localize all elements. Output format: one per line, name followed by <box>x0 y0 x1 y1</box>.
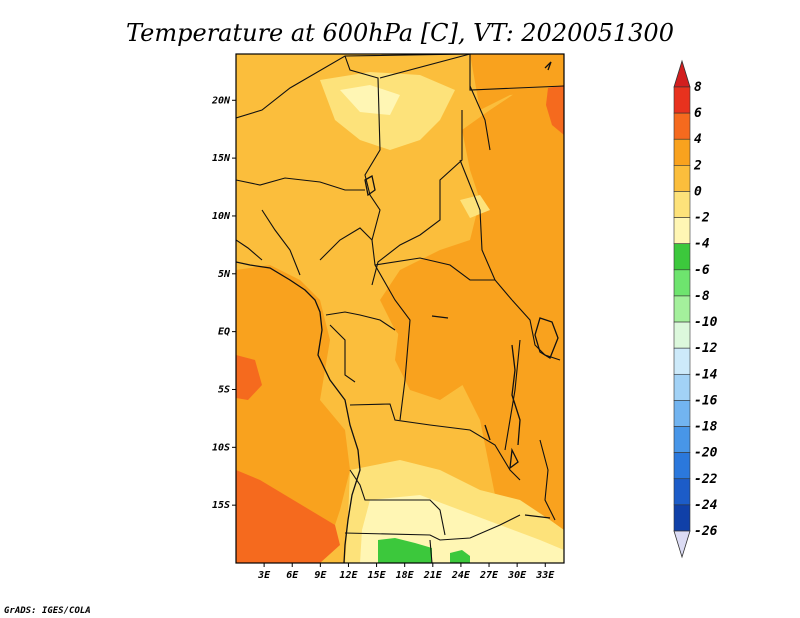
colorbar-label: -14 <box>694 367 718 382</box>
grads-credit: GrADS: IGES/COLA <box>4 606 91 616</box>
colorbar-box <box>673 400 691 427</box>
field-region-m6-m4-patch-2 <box>450 550 470 563</box>
colorbar-box <box>673 243 691 271</box>
field-region-2-4-central <box>395 285 480 400</box>
colorbar-label: -24 <box>694 498 718 513</box>
colorbar-box <box>673 269 691 297</box>
chart-title: Temperature at 600hPa [C], VT: 202005130… <box>126 19 674 47</box>
colorbar-box <box>673 452 691 480</box>
colorbar-label: -10 <box>694 315 718 330</box>
country-borders <box>236 54 564 563</box>
colorbar-label: -6 <box>694 263 710 278</box>
colorbar-box <box>673 504 691 532</box>
coastlines <box>236 61 559 563</box>
map-frame <box>235 53 565 564</box>
colorbar-top-arrow <box>673 59 691 88</box>
y-tick-label: 5S <box>218 384 230 395</box>
temperature-map <box>236 54 564 563</box>
colorbar-label: 0 <box>694 184 702 199</box>
field-region-2-4-north <box>470 54 564 110</box>
colorbar-label: -18 <box>694 420 718 435</box>
x-tick-label: 21E <box>423 570 443 581</box>
field-region-m2-0-small <box>460 195 490 218</box>
colorbar-box <box>673 138 691 166</box>
colorbar-label: -2 <box>694 211 710 226</box>
colorbar-label: -8 <box>694 289 710 304</box>
y-axis: 20N 15N 10N 5N EQ 5S 10S 15S <box>211 95 236 511</box>
x-tick-label: 30E <box>507 570 527 581</box>
field-region-m6-m4-patch <box>378 538 432 563</box>
field-region-4-6-west-mid <box>236 355 262 400</box>
colorbar-label: 6 <box>694 106 702 121</box>
colorbar-label: 2 <box>693 158 702 173</box>
x-tick-label: 3E <box>257 570 271 581</box>
colorbar-box <box>673 426 691 453</box>
y-tick-label: 20N <box>211 95 231 106</box>
x-tick-label: 33E <box>535 570 555 581</box>
colorbar: 8 6 4 2 0 -2 -4 -6 -8 -10 -12 -14 -16 -18 -20 -22 -24 -26 <box>673 59 718 559</box>
colorbar-label: -16 <box>694 393 718 408</box>
colorbar-box <box>673 112 691 140</box>
colorbar-box <box>673 321 691 349</box>
x-axis: 3E 6E 9E 12E 15E 18E 21E 24E 27E 30E 33E <box>257 563 555 581</box>
y-tick-label: 10N <box>212 211 231 222</box>
y-tick-label: 5N <box>218 269 231 280</box>
colorbar-box <box>673 295 691 323</box>
y-tick-label: EQ <box>218 327 230 338</box>
field-region-m4-m2-north <box>340 85 400 115</box>
field-region-4-6-ne <box>546 85 564 135</box>
colorbar-label: -12 <box>694 341 718 356</box>
colorbar-box <box>673 217 691 245</box>
colorbar-label: -22 <box>694 472 718 487</box>
field-region-4-6-west <box>236 470 340 563</box>
y-tick-label: 10S <box>212 442 230 453</box>
x-tick-label: 12E <box>339 570 358 581</box>
colorbar-box <box>673 373 691 401</box>
colorbar-label: 8 <box>694 80 702 95</box>
x-tick-label: 27E <box>479 570 499 581</box>
colorbar-box <box>673 86 691 114</box>
x-tick-label: 18E <box>396 570 415 581</box>
colorbar-box <box>673 478 691 506</box>
y-tick-label: 15N <box>212 153 231 164</box>
colorbar-label: -26 <box>694 524 718 539</box>
colorbar-label: -4 <box>694 237 710 252</box>
colorbar-label: 4 <box>694 132 702 147</box>
colorbar-box <box>673 191 691 218</box>
x-tick-label: 6E <box>286 570 299 581</box>
x-tick-label: 24E <box>451 570 471 581</box>
y-tick-label: 15S <box>212 500 230 511</box>
x-tick-label: 15E <box>368 570 387 581</box>
x-tick-label: 9E <box>314 570 327 581</box>
colorbar-box <box>673 347 691 375</box>
colorbar-bottom-arrow <box>673 530 691 559</box>
colorbar-label: -20 <box>694 446 718 461</box>
colorbar-box <box>673 165 691 192</box>
